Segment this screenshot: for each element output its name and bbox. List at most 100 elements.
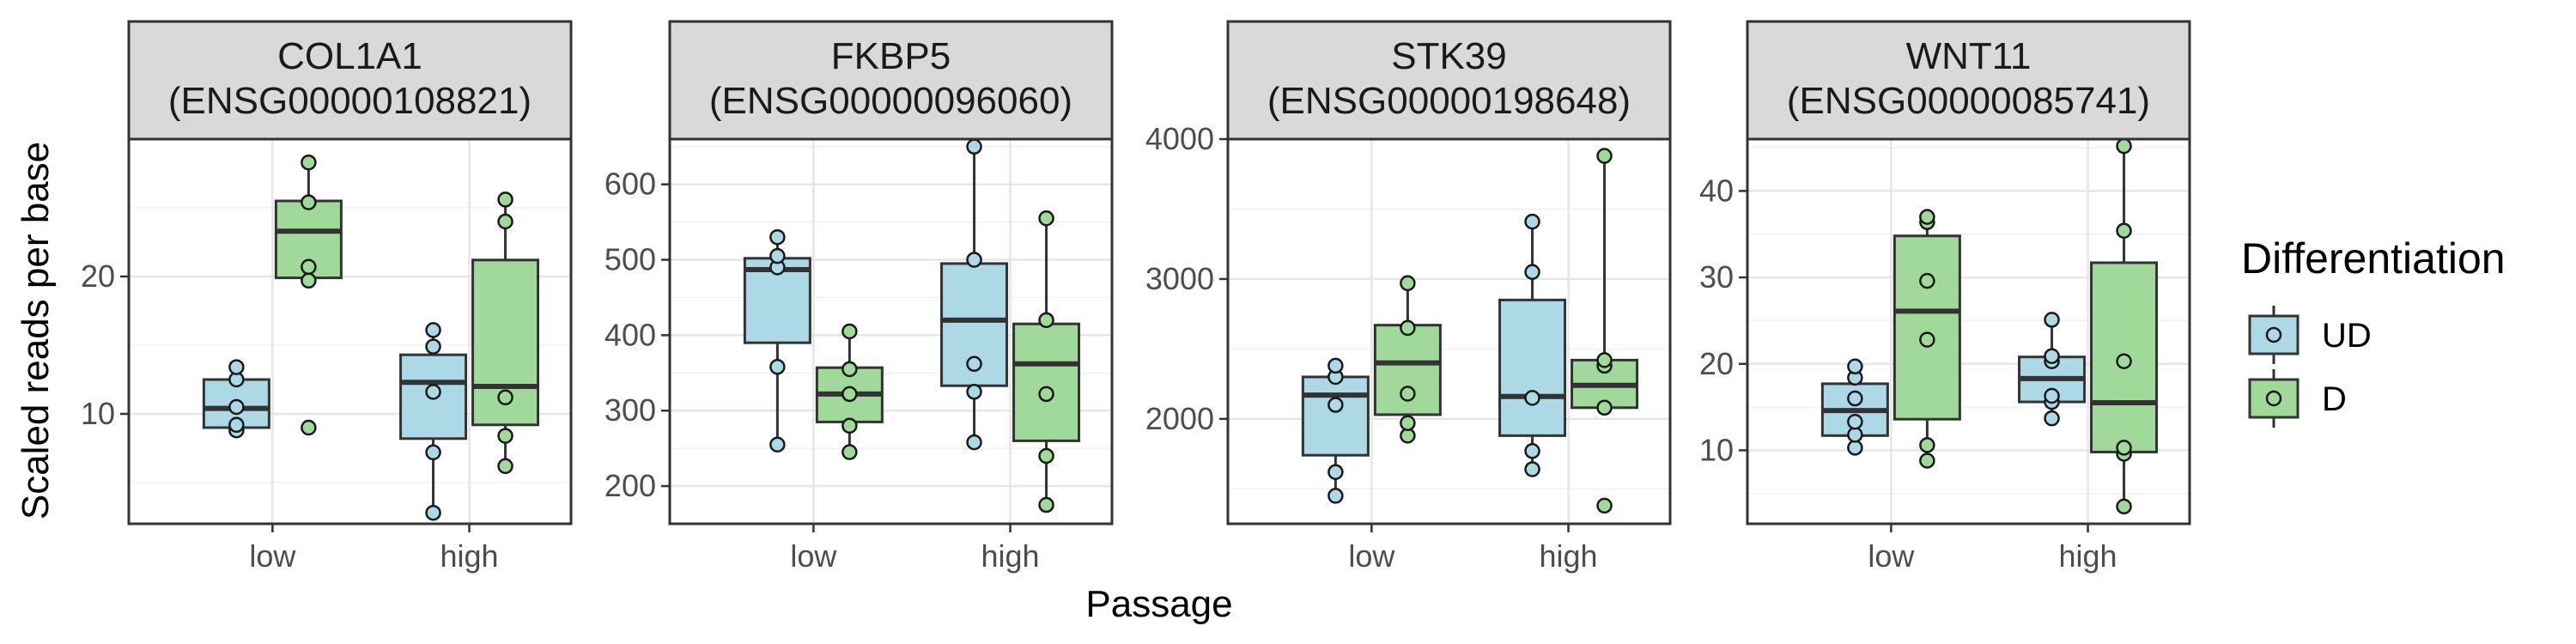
- y-tick-label: 30: [1699, 259, 1734, 295]
- strip-background: [127, 20, 573, 141]
- strip-ensembl-label: (ENSG00000108821): [168, 80, 532, 122]
- data-point: [769, 359, 786, 375]
- box-iqr: [1893, 234, 1961, 421]
- data-point: [966, 252, 982, 268]
- box-high-ud: [2018, 312, 2087, 427]
- box-high-ud: [399, 322, 468, 521]
- data-point: [1596, 148, 1613, 164]
- y-tick-label: 20: [1699, 346, 1734, 381]
- data-point: [1038, 210, 1054, 227]
- data-point: [2044, 348, 2060, 364]
- data-point: [1596, 497, 1613, 514]
- data-point: [228, 398, 245, 416]
- x-tick-label: low: [249, 538, 296, 574]
- data-point: [1847, 427, 1863, 443]
- x-tick-label: low: [790, 538, 837, 574]
- data-point: [2044, 387, 2060, 404]
- y-tick-label: 20: [81, 258, 115, 294]
- data-point: [2116, 222, 2132, 239]
- box-low-ud: [743, 228, 811, 453]
- strip-background: [1746, 20, 2191, 141]
- y-tick-label: 200: [605, 468, 656, 503]
- data-point: [1400, 319, 1416, 337]
- strip-gene-label: COL1A1: [277, 35, 422, 77]
- data-point: [301, 258, 317, 276]
- box-low-d: [274, 154, 343, 436]
- x-tick-label: low: [1348, 538, 1395, 574]
- legend-label: UD: [2322, 317, 2372, 355]
- data-point: [1038, 386, 1054, 403]
- y-tick-label: 10: [1699, 432, 1734, 467]
- strip-ensembl-label: (ENSG00000085741): [1787, 80, 2150, 122]
- data-point: [966, 384, 982, 400]
- strip-background: [1226, 20, 1672, 141]
- data-point: [966, 434, 982, 451]
- legend-item-ud: UD: [2248, 306, 2372, 364]
- data-point: [841, 417, 858, 434]
- data-point: [425, 504, 441, 521]
- x-tick-label: low: [1868, 538, 1915, 574]
- legend-label: D: [2322, 380, 2347, 418]
- y-tick-label: 10: [81, 396, 115, 431]
- box-high-d: [1571, 148, 1639, 514]
- strip-ensembl-label: (ENSG00000198648): [1267, 80, 1631, 122]
- box-low-ud: [202, 359, 270, 439]
- data-point: [497, 213, 513, 230]
- data-point: [2044, 312, 2060, 328]
- data-point: [2116, 498, 2132, 515]
- data-point: [2044, 410, 2060, 427]
- strip-gene-label: FKBP5: [831, 35, 951, 77]
- data-point: [841, 361, 858, 378]
- box-low-ud: [1820, 358, 1889, 456]
- strip-ensembl-label: (ENSG00000096060): [709, 80, 1072, 122]
- legend-item-d: D: [2248, 369, 2347, 428]
- data-point: [1038, 447, 1054, 465]
- data-point: [1327, 464, 1344, 480]
- data-point: [497, 389, 513, 406]
- box-low-ud: [1301, 357, 1370, 504]
- strip-background: [668, 20, 1114, 141]
- y-axis-title: Scaled reads per base: [15, 142, 57, 519]
- data-point: [1327, 357, 1344, 374]
- box-high-d: [2090, 137, 2159, 515]
- box-iqr: [1498, 298, 1567, 437]
- data-point: [1919, 209, 1935, 225]
- y-tick-label: 2000: [1145, 401, 1214, 436]
- data-point: [425, 338, 441, 355]
- x-axis-title: Passage: [1085, 583, 1232, 625]
- data-point: [301, 272, 317, 289]
- box-high-d: [1012, 210, 1081, 513]
- y-tick-label: 300: [605, 392, 656, 428]
- data-point: [1038, 496, 1054, 513]
- x-tick-label: high: [981, 538, 1040, 574]
- box-iqr: [1012, 322, 1081, 442]
- y-tick-label: 500: [605, 242, 656, 277]
- box-high-ud: [940, 138, 1009, 451]
- panel-background: [1228, 139, 1670, 524]
- x-tick-label: high: [1540, 538, 1598, 574]
- facet-panel-stk39: STK39(ENSG00000198648) 2000 3000 4000 low hig…: [1145, 20, 1672, 574]
- y-tick-label: 3000: [1145, 261, 1214, 296]
- data-point: [769, 228, 786, 246]
- strip-gene-label: WNT11: [1906, 35, 2032, 77]
- data-point: [425, 444, 441, 461]
- data-point: [2116, 137, 2132, 155]
- data-point: [1400, 275, 1416, 292]
- data-point: [2116, 440, 2132, 456]
- data-point: [1400, 415, 1416, 431]
- data-point: [841, 386, 858, 403]
- data-point: [497, 458, 513, 475]
- data-point: [1038, 312, 1054, 329]
- data-point: [966, 355, 982, 373]
- box-iqr: [1301, 375, 1370, 457]
- data-point: [1847, 440, 1863, 456]
- data-point: [228, 416, 245, 434]
- box-low-d: [1893, 209, 1961, 469]
- data-point: [1919, 331, 1935, 348]
- legend-key-point: [2265, 390, 2282, 407]
- data-point: [1327, 397, 1344, 413]
- data-point: [1847, 413, 1863, 430]
- box-high-ud: [1498, 213, 1567, 477]
- data-point: [425, 384, 441, 400]
